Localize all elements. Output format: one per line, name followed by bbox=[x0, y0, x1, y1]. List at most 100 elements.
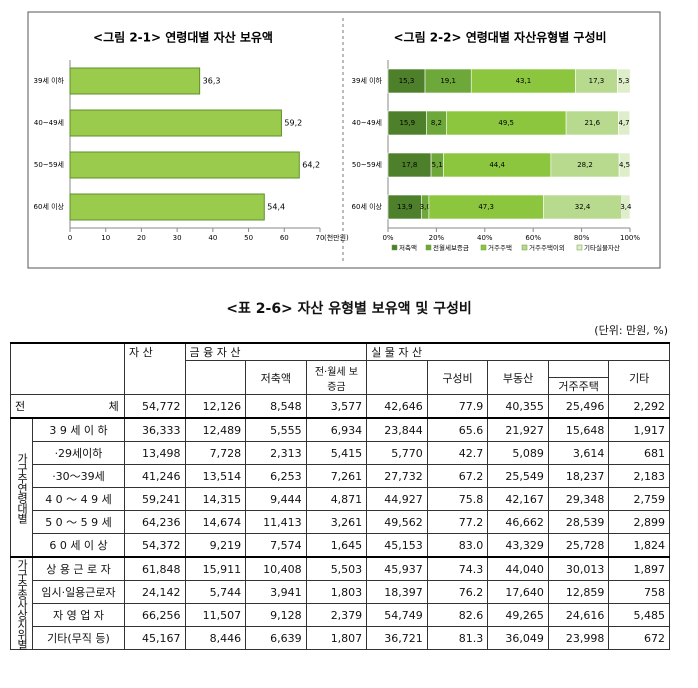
header-cell bbox=[547, 360, 610, 378]
table-row: 5 0 ～ 5 9 세 64,236 14,674 11,413 3,261 49,562… bbox=[11, 510, 670, 534]
data-label: 3,4 bbox=[620, 203, 632, 211]
cell: 25,549 bbox=[487, 464, 549, 488]
cell: 9,219 bbox=[184, 533, 247, 558]
data-label: 32,4 bbox=[575, 203, 591, 211]
bar-segment bbox=[387, 68, 426, 94]
legend-label: 거주주택 bbox=[488, 243, 512, 252]
cell: 2,759 bbox=[608, 487, 670, 511]
data-label: 17,3 bbox=[589, 77, 605, 85]
cell: 45,937 bbox=[366, 556, 428, 581]
legend-swatch bbox=[425, 244, 432, 251]
table-row: 가구주종사상지위별 상 용 근 로 자 61,848 15,911 10,408 5,50… bbox=[10, 556, 670, 650]
bar-segment bbox=[446, 110, 567, 136]
cell: 81.3 bbox=[426, 626, 489, 650]
x-tick-label: 70 bbox=[316, 234, 325, 242]
cell: 1,645 bbox=[305, 533, 368, 558]
cell: 3,577 bbox=[305, 394, 368, 419]
data-label: 13,9 bbox=[397, 203, 413, 211]
data-label: 44,4 bbox=[489, 161, 505, 169]
data-label: 47,3 bbox=[478, 203, 494, 211]
cell: 14,674 bbox=[184, 510, 247, 534]
legend-swatch bbox=[521, 244, 528, 251]
x-tick-label: 40 bbox=[208, 234, 217, 242]
data-label: 15,3 bbox=[399, 77, 415, 85]
cell: 30,013 bbox=[547, 556, 610, 581]
bar-segment bbox=[617, 68, 631, 94]
bar-segment bbox=[443, 152, 552, 178]
row-label: 6 0 세 이 상 bbox=[32, 533, 125, 558]
x-axis-label: (천만원) bbox=[324, 233, 349, 242]
cell: 41,246 bbox=[124, 464, 186, 488]
bar bbox=[69, 109, 282, 137]
x-tick-label: 0% bbox=[382, 234, 393, 242]
table-row: ·29세이하 13,498 7,728 2,313 5,415 5,770 42.7 5,08… bbox=[11, 441, 670, 465]
data-label: 5,3 bbox=[618, 77, 629, 85]
bar-segment bbox=[618, 110, 631, 136]
bar bbox=[69, 193, 265, 221]
cell: 61,848 bbox=[124, 556, 186, 581]
table-body: 전 체 54,772 12,126 8,548 3,577 42,646 77.9 40,35… bbox=[10, 394, 670, 650]
chart-title: <그림 2-2> 연령대별 자산유형별 구성비 bbox=[393, 30, 606, 45]
cell: 54,749 bbox=[366, 603, 428, 627]
header-cell: 구성비 bbox=[426, 360, 489, 395]
row-label: 4 0 ～ 4 9 세 bbox=[32, 487, 125, 511]
group-label: 가구주종사상지위별 bbox=[10, 556, 33, 650]
cell: 5,744 bbox=[184, 580, 247, 604]
table-unit: (단위: 만원, %) bbox=[594, 324, 668, 337]
cell: 672 bbox=[608, 626, 670, 650]
bar-segment bbox=[470, 68, 576, 94]
cell: 29,348 bbox=[547, 487, 610, 511]
cell: 25,728 bbox=[547, 533, 610, 558]
legend-label: 거주주택이외 bbox=[529, 243, 565, 252]
cell: 45,153 bbox=[366, 533, 428, 558]
cell: 2,379 bbox=[305, 603, 368, 627]
cell: 27,732 bbox=[366, 464, 428, 488]
header-cell: 저축액 bbox=[245, 360, 307, 395]
cell: 1,917 bbox=[608, 417, 670, 442]
header-cell: 부동산 bbox=[487, 360, 549, 395]
cell: 7,261 bbox=[305, 464, 368, 488]
legend-swatch bbox=[480, 244, 487, 251]
cell: 46,662 bbox=[487, 510, 549, 534]
cell: 24,142 bbox=[124, 580, 186, 604]
data-label: 4,7 bbox=[619, 119, 630, 127]
bar-segment bbox=[565, 110, 619, 136]
table-row: 기타(무직 등) 45,167 8,446 6,639 1,807 36,721 81.3 3… bbox=[11, 626, 670, 650]
cell: 23,844 bbox=[366, 417, 428, 442]
chart-frame bbox=[27, 11, 661, 269]
charts: <그림 2-1> 연령대별 자산 보유액 0 10 20 30 40 50 60 70 39세 이… bbox=[27, 11, 661, 269]
cell: 21,927 bbox=[487, 417, 549, 442]
y-tick-label: 50~59세 bbox=[352, 160, 382, 169]
x-tick-label: 60% bbox=[525, 234, 541, 242]
cell: 11,507 bbox=[184, 603, 247, 627]
y-tick-label: 50~59세 bbox=[34, 160, 64, 169]
table-row: 임시·일용근로자 24,142 5,744 3,941 1,803 18,397 76.2 1… bbox=[11, 580, 670, 604]
cell: 40,355 bbox=[487, 394, 549, 419]
cell: 1,803 bbox=[305, 580, 368, 604]
cell: 44,040 bbox=[487, 556, 549, 581]
cell: 65.6 bbox=[426, 417, 489, 442]
cell: 18,397 bbox=[366, 580, 428, 604]
cell: 9,128 bbox=[245, 603, 307, 627]
table-title: <표 2-6> 자산 유형별 보유액 및 구성비 bbox=[226, 301, 472, 317]
cell: 23,998 bbox=[547, 626, 610, 650]
data-label: 54,4 bbox=[267, 203, 285, 212]
cell: 12,126 bbox=[184, 394, 247, 419]
cell: 3,941 bbox=[245, 580, 307, 604]
bar-segment bbox=[387, 110, 427, 136]
cell: 8,548 bbox=[245, 394, 307, 419]
x-tick-label: 0 bbox=[68, 234, 72, 242]
cell: 42,646 bbox=[366, 394, 428, 419]
x-tick-label: 50 bbox=[244, 234, 253, 242]
cell: 15,648 bbox=[547, 417, 610, 442]
x-tick-label: 100% bbox=[620, 234, 640, 242]
header-cell: 기타 bbox=[608, 360, 670, 395]
cell: 49,562 bbox=[366, 510, 428, 534]
cell: 45,167 bbox=[124, 626, 186, 650]
y-tick-label: 60세 이상 bbox=[352, 202, 383, 211]
y-tick-label: 39세 이하 bbox=[352, 76, 383, 85]
cell: 28,539 bbox=[547, 510, 610, 534]
cell: 5,770 bbox=[366, 441, 428, 465]
cell: 59,241 bbox=[124, 487, 186, 511]
